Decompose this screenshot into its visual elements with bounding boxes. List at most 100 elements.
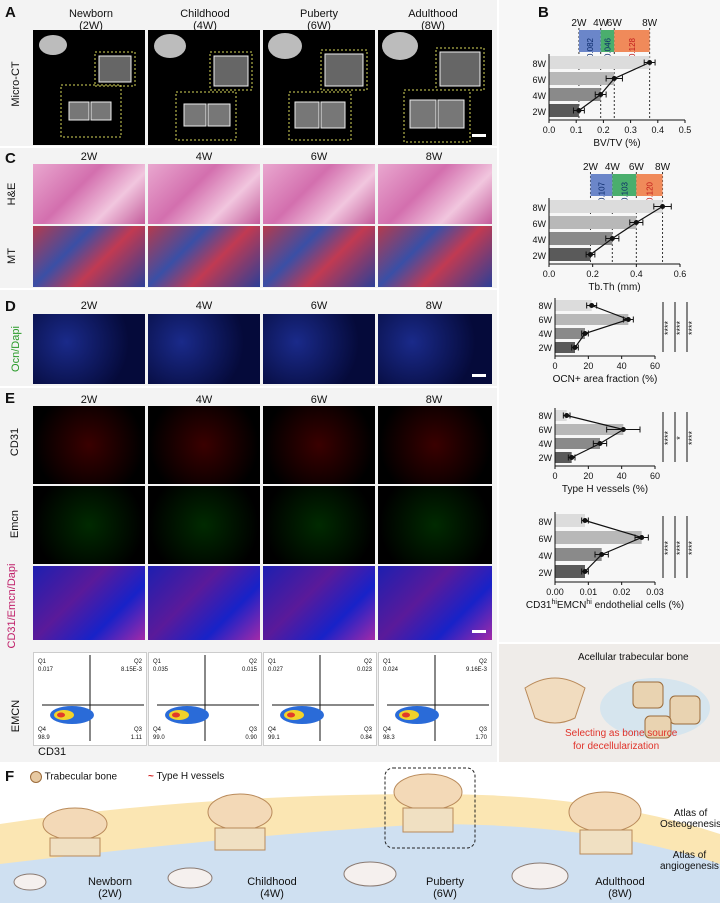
- stage-newborn-name: Newborn: [87, 876, 133, 888]
- stage-newborn-age: (2W): [98, 888, 122, 900]
- emcn-image-6w: [263, 486, 375, 564]
- x-axis-label: Type H vessels (%): [562, 484, 648, 495]
- x-axis-label: Tb.Th (mm): [588, 282, 640, 293]
- header-label: 2W: [571, 18, 587, 29]
- data-point: [611, 76, 617, 81]
- stage-puberty-name: Puberty: [426, 876, 464, 888]
- quadrant-value: 0.015: [242, 667, 258, 673]
- data-point: [582, 518, 588, 523]
- significance-label: ****: [675, 321, 685, 336]
- micro-ct-render-2w: [39, 35, 136, 138]
- stage-childhood-name: Childhood: [247, 876, 297, 888]
- bar-4W: [555, 438, 600, 449]
- merge-label: CD31/Emcn/Dapi: [6, 563, 18, 649]
- bar-6W: [555, 531, 642, 544]
- trabecular-bone-icon: [30, 771, 42, 783]
- col-title-d-2w: 2W: [80, 300, 98, 312]
- bar-8W: [555, 514, 585, 527]
- atlas-osteogenesis-line-2: Osteogenesis: [660, 819, 720, 830]
- x-tick-label: 60: [650, 361, 660, 371]
- x-tick-label: 60: [650, 471, 660, 481]
- quadrant-label: Q1: [268, 659, 277, 665]
- bar-8W: [549, 200, 663, 213]
- data-point: [582, 569, 588, 574]
- category-label: 2W: [539, 568, 553, 578]
- data-point: [582, 331, 588, 336]
- bar-6W: [549, 72, 615, 85]
- merge-image-2w: [33, 566, 145, 640]
- trend-line: [584, 519, 644, 572]
- data-point: [647, 60, 653, 65]
- stage-newborn: Newborn (2W): [70, 876, 150, 900]
- vertebra-icon: [393, 773, 463, 833]
- category-label: 4W: [539, 551, 553, 561]
- x-tick-label: 0.6: [674, 269, 687, 279]
- col-title-d-4w: 4W: [195, 300, 213, 312]
- micro-ct-label: Micro-CT: [10, 61, 22, 107]
- emcn-image-2w: [33, 486, 145, 564]
- trend-line: [578, 61, 650, 111]
- data-point: [620, 427, 626, 432]
- cd31-image-4w: [148, 406, 260, 484]
- x-tick-label: 0.2: [586, 269, 599, 279]
- mt-image-2w: [33, 226, 145, 287]
- x-axis-label-part: EMCN: [557, 600, 586, 611]
- event-density-peak: [287, 712, 295, 718]
- flow-plot-6W: Q1 0.027 Q2 0.023 Q3 0.84 Q4 99.1: [263, 652, 377, 746]
- vessel-icon: ~: [148, 771, 154, 782]
- micro-ct-image-2w: [33, 30, 145, 145]
- col-title-newborn-age: (2W): [79, 20, 103, 32]
- legend-type-h-vessels: ~ Type H vessels: [148, 771, 224, 782]
- flow-plot-4W: Q1 0.035 Q2 0.015 Q3 0.90 Q4 99.0: [148, 652, 262, 746]
- diff-label: 0.082: [586, 37, 595, 58]
- x-axis-label: CD31hiEMCNhi endothelial cells (%): [526, 599, 684, 611]
- category-label: 6W: [533, 75, 547, 85]
- acellular-title: Acellular trabecular bone: [578, 652, 689, 663]
- flow-x-axis-label: CD31: [38, 746, 67, 758]
- quadrant-value: 99.0: [153, 735, 165, 741]
- diff-label: 0.103: [620, 181, 629, 202]
- ocn-image-8w: [378, 314, 492, 384]
- panel-label-d: D: [5, 298, 16, 315]
- legend-type-h-vessels-text: Type H vessels: [156, 771, 225, 782]
- bar-8W: [555, 300, 592, 311]
- col-title-e-2w: 2W: [80, 394, 98, 406]
- category-label: 2W: [533, 251, 547, 261]
- quadrant-value: 98.9: [38, 735, 50, 741]
- significance-label: ****: [663, 541, 673, 556]
- bar-6W: [549, 216, 637, 229]
- cd31-image-2w: [33, 406, 145, 484]
- bone-block-icon: [644, 715, 672, 739]
- emcn-image-8w: [378, 486, 492, 564]
- mt-label: MT: [6, 248, 18, 264]
- data-point: [633, 220, 639, 225]
- event-density-peak: [172, 712, 180, 718]
- quadrant-value: 8.15E-3: [121, 667, 143, 673]
- x-tick-label: 0.03: [646, 587, 664, 597]
- quadrant-value: 0.027: [268, 667, 284, 673]
- trend-line: [574, 304, 631, 348]
- he-image-8w: [378, 164, 492, 224]
- data-point: [660, 204, 666, 209]
- significance-label: ****: [687, 541, 697, 556]
- data-point: [598, 92, 604, 97]
- category-label: 4W: [533, 235, 547, 245]
- category-label: 6W: [539, 315, 553, 325]
- diff-label: 0.120: [645, 181, 654, 202]
- cd31-image-6w: [263, 406, 375, 484]
- puberty-highlight-box: [384, 767, 476, 849]
- header-label: 4W: [593, 18, 609, 29]
- x-tick-label: 0.2: [597, 125, 610, 135]
- x-axis-label-part: hi: [551, 599, 557, 606]
- col-title-adulthood: Adulthood (8W): [378, 8, 488, 32]
- quadrant-label: Q2: [249, 659, 258, 665]
- atlas-osteogenesis-line-1: Atlas of: [673, 808, 708, 819]
- col-title-d-6w: 6W: [310, 300, 328, 312]
- bar-2W: [555, 452, 572, 463]
- scale-bar-micro-ct: [472, 134, 486, 137]
- trend-line: [590, 205, 663, 255]
- x-tick-label: 0.1: [570, 125, 583, 135]
- quadrant-label: Q1: [383, 659, 392, 665]
